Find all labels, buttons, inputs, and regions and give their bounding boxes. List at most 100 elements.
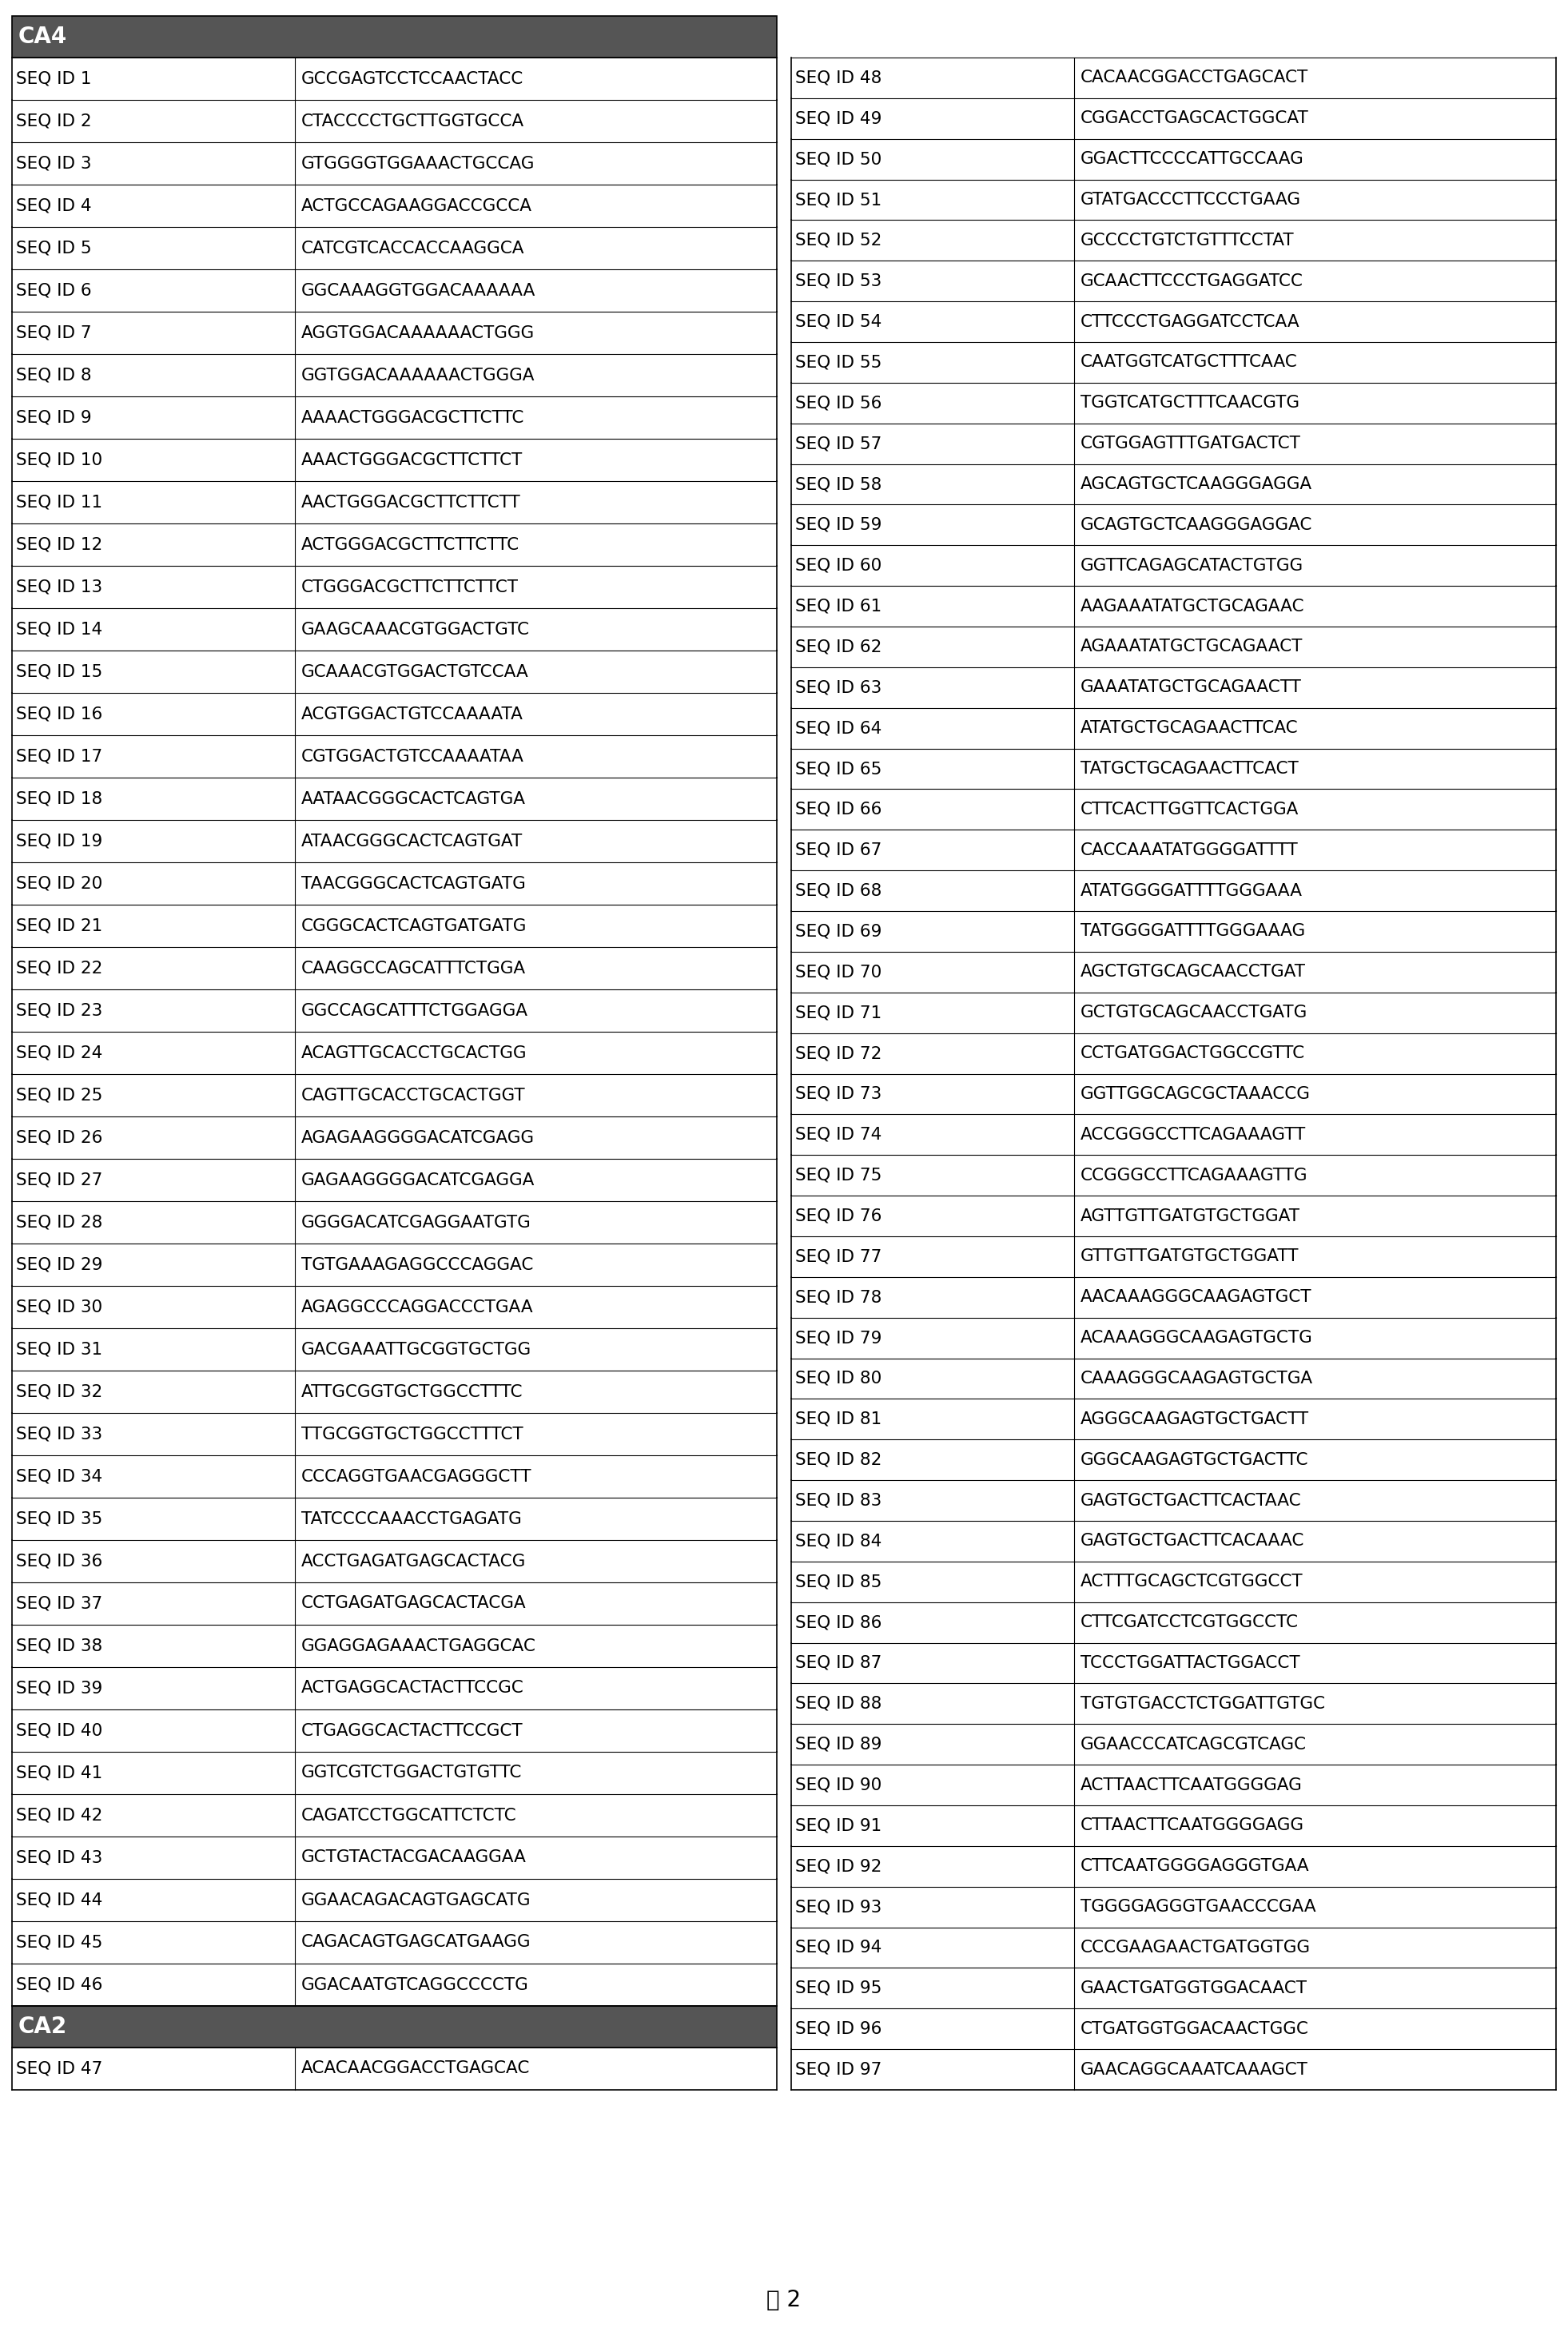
Text: SEQ ID 32: SEQ ID 32 <box>16 1383 102 1399</box>
Text: AGGTGGACAAAAAACTGGG: AGGTGGACAAAAAACTGGG <box>301 324 535 340</box>
Bar <box>792 2008 1555 2050</box>
Text: SEQ ID 19: SEQ ID 19 <box>16 834 102 850</box>
Bar <box>792 667 1555 707</box>
Bar <box>13 693 776 735</box>
Text: SEQ ID 73: SEQ ID 73 <box>795 1087 881 1101</box>
Bar <box>13 1202 776 1244</box>
Text: CTTCAATGGGGAGGGTGAA: CTTCAATGGGGAGGGTGAA <box>1080 1857 1309 1874</box>
Bar <box>792 789 1555 829</box>
Text: SEQ ID 71: SEQ ID 71 <box>795 1005 881 1021</box>
Text: ACCGGGCCTTCAGAAAGTT: ACCGGGCCTTCAGAAAGTT <box>1080 1127 1306 1143</box>
Text: AGAAATATGCTGCAGAACT: AGAAATATGCTGCAGAACT <box>1080 639 1303 655</box>
Text: GAGTGCTGACTTCACTAAC: GAGTGCTGACTTCACTAAC <box>1080 1493 1301 1507</box>
Text: CAATGGTCATGCTTTCAAC: CAATGGTCATGCTTTCAAC <box>1080 355 1298 371</box>
Text: CA2: CA2 <box>19 2015 67 2038</box>
Text: TCCCTGGATTACTGGACCT: TCCCTGGATTACTGGACCT <box>1080 1655 1300 1672</box>
Text: GAGTGCTGACTTCACAAAC: GAGTGCTGACTTCACAAAC <box>1080 1533 1305 1550</box>
Text: SEQ ID 67: SEQ ID 67 <box>795 843 881 857</box>
Bar <box>792 1806 1555 1846</box>
Text: CTTCACTTGGTTCACTGGA: CTTCACTTGGTTCACTGGA <box>1080 801 1298 817</box>
Text: SEQ ID 27: SEQ ID 27 <box>16 1172 102 1188</box>
Text: SEQ ID 97: SEQ ID 97 <box>795 2062 881 2078</box>
Bar <box>792 1561 1555 1601</box>
Bar <box>13 1115 776 1160</box>
Bar <box>13 143 776 185</box>
Text: CTGAGGCACTACTTCCGCT: CTGAGGCACTACTTCCGCT <box>301 1723 524 1738</box>
Text: SEQ ID 3: SEQ ID 3 <box>16 155 91 171</box>
Bar <box>792 1237 1555 1277</box>
Text: GGAGGAGAAACTGAGGCAC: GGAGGAGAAACTGAGGCAC <box>301 1639 536 1653</box>
Text: ATATGCTGCAGAACTTCAC: ATATGCTGCAGAACTTCAC <box>1080 721 1298 737</box>
Text: SEQ ID 7: SEQ ID 7 <box>16 324 91 340</box>
Text: SEQ ID 95: SEQ ID 95 <box>795 1979 881 1996</box>
Bar <box>13 862 776 904</box>
Bar <box>13 989 776 1031</box>
Text: SEQ ID 77: SEQ ID 77 <box>795 1249 881 1266</box>
Text: SEQ ID 47: SEQ ID 47 <box>16 2062 102 2076</box>
Text: CAGTTGCACCTGCACTGGT: CAGTTGCACCTGCACTGGT <box>301 1087 525 1104</box>
Bar <box>13 904 776 946</box>
Text: AACAAAGGGCAAGAGTGCT: AACAAAGGGCAAGAGTGCT <box>1080 1289 1312 1305</box>
Text: SEQ ID 14: SEQ ID 14 <box>16 622 102 636</box>
Bar <box>792 383 1555 423</box>
Text: SEQ ID 33: SEQ ID 33 <box>16 1425 102 1442</box>
Text: GTATGACCCTTCCCTGAAG: GTATGACCCTTCCCTGAAG <box>1080 193 1301 207</box>
Text: CGGGCACTCAGTGATGATG: CGGGCACTCAGTGATGATG <box>301 918 527 935</box>
Text: SEQ ID 45: SEQ ID 45 <box>16 1935 102 1951</box>
Text: AGCAGTGCTCAAGGGAGGA: AGCAGTGCTCAAGGGAGGA <box>1080 477 1312 493</box>
Text: GAAGCAAACGTGGACTGTC: GAAGCAAACGTGGACTGTC <box>301 622 530 636</box>
Text: SEQ ID 83: SEQ ID 83 <box>795 1493 881 1507</box>
Text: CCTGATGGACTGGCCGTTC: CCTGATGGACTGGCCGTTC <box>1080 1045 1305 1061</box>
Text: SEQ ID 26: SEQ ID 26 <box>16 1129 102 1146</box>
Bar <box>13 1329 776 1371</box>
Text: CTGATGGTGGACAACTGGC: CTGATGGTGGACAACTGGC <box>1080 2022 1309 2036</box>
Bar <box>792 1723 1555 1766</box>
Text: CTTAACTTCAATGGGGAGG: CTTAACTTCAATGGGGAGG <box>1080 1817 1305 1834</box>
Text: ACAGTTGCACCTGCACTGG: ACAGTTGCACCTGCACTGG <box>301 1045 527 1061</box>
Text: SEQ ID 59: SEQ ID 59 <box>795 517 881 533</box>
Text: SEQ ID 44: SEQ ID 44 <box>16 1892 102 1909</box>
Text: SEQ ID 84: SEQ ID 84 <box>795 1533 881 1550</box>
Text: CAAAGGGCAAGAGTGCTGA: CAAAGGGCAAGAGTGCTGA <box>1080 1371 1314 1388</box>
Bar <box>13 2047 776 2090</box>
Text: SEQ ID 89: SEQ ID 89 <box>795 1738 881 1752</box>
Bar <box>13 1836 776 1878</box>
Text: SEQ ID 60: SEQ ID 60 <box>795 556 881 573</box>
Bar <box>792 1522 1555 1561</box>
Text: SEQ ID 28: SEQ ID 28 <box>16 1214 102 1230</box>
Bar <box>13 566 776 608</box>
Text: GGTTCAGAGCATACTGTGG: GGTTCAGAGCATACTGTGG <box>1080 556 1303 573</box>
Text: AAACTGGGACGCTTCTTCT: AAACTGGGACGCTTCTTCT <box>301 451 524 467</box>
Text: SEQ ID 96: SEQ ID 96 <box>795 2022 881 2036</box>
Bar <box>13 946 776 989</box>
Text: SEQ ID 49: SEQ ID 49 <box>795 110 881 127</box>
Bar <box>13 1413 776 1456</box>
Bar <box>13 355 776 397</box>
Bar <box>792 1846 1555 1888</box>
Text: CGTGGACTGTCCAAAATAA: CGTGGACTGTCCAAAATAA <box>301 749 524 765</box>
Bar <box>792 1195 1555 1237</box>
Text: ACTTTGCAGCTCGTGGCCT: ACTTTGCAGCTCGTGGCCT <box>1080 1573 1303 1590</box>
Bar <box>792 1601 1555 1644</box>
Text: SEQ ID 72: SEQ ID 72 <box>795 1045 881 1061</box>
Text: SEQ ID 57: SEQ ID 57 <box>795 437 881 451</box>
Text: GTTGTTGATGTGCTGGATT: GTTGTTGATGTGCTGGATT <box>1080 1249 1300 1266</box>
Text: CAAGGCCAGCATTTCTGGA: CAAGGCCAGCATTTCTGGA <box>301 960 525 977</box>
Text: AACTGGGACGCTTCTTCTT: AACTGGGACGCTTCTTCTT <box>301 495 521 510</box>
Text: SEQ ID 62: SEQ ID 62 <box>795 639 881 655</box>
Bar <box>792 1317 1555 1357</box>
Text: CA4: CA4 <box>19 26 67 47</box>
Bar <box>13 777 776 819</box>
Text: SEQ ID 43: SEQ ID 43 <box>16 1850 102 1867</box>
Bar <box>13 819 776 862</box>
Text: AGGGCAAGAGTGCTGACTT: AGGGCAAGAGTGCTGACTT <box>1080 1411 1309 1428</box>
Text: SEQ ID 75: SEQ ID 75 <box>795 1167 881 1183</box>
Text: SEQ ID 46: SEQ ID 46 <box>16 1977 102 1993</box>
Bar <box>13 1287 776 1329</box>
Text: SEQ ID 81: SEQ ID 81 <box>795 1411 881 1428</box>
Bar <box>792 139 1555 178</box>
Bar <box>13 1540 776 1583</box>
Text: ATATGGGGATTTTGGGAAA: ATATGGGGATTTTGGGAAA <box>1080 883 1303 899</box>
Text: GCTGTACTACGACAAGGAA: GCTGTACTACGACAAGGAA <box>301 1850 527 1867</box>
Text: GAAATATGCTGCAGAACTT: GAAATATGCTGCAGAACTT <box>1080 679 1301 695</box>
